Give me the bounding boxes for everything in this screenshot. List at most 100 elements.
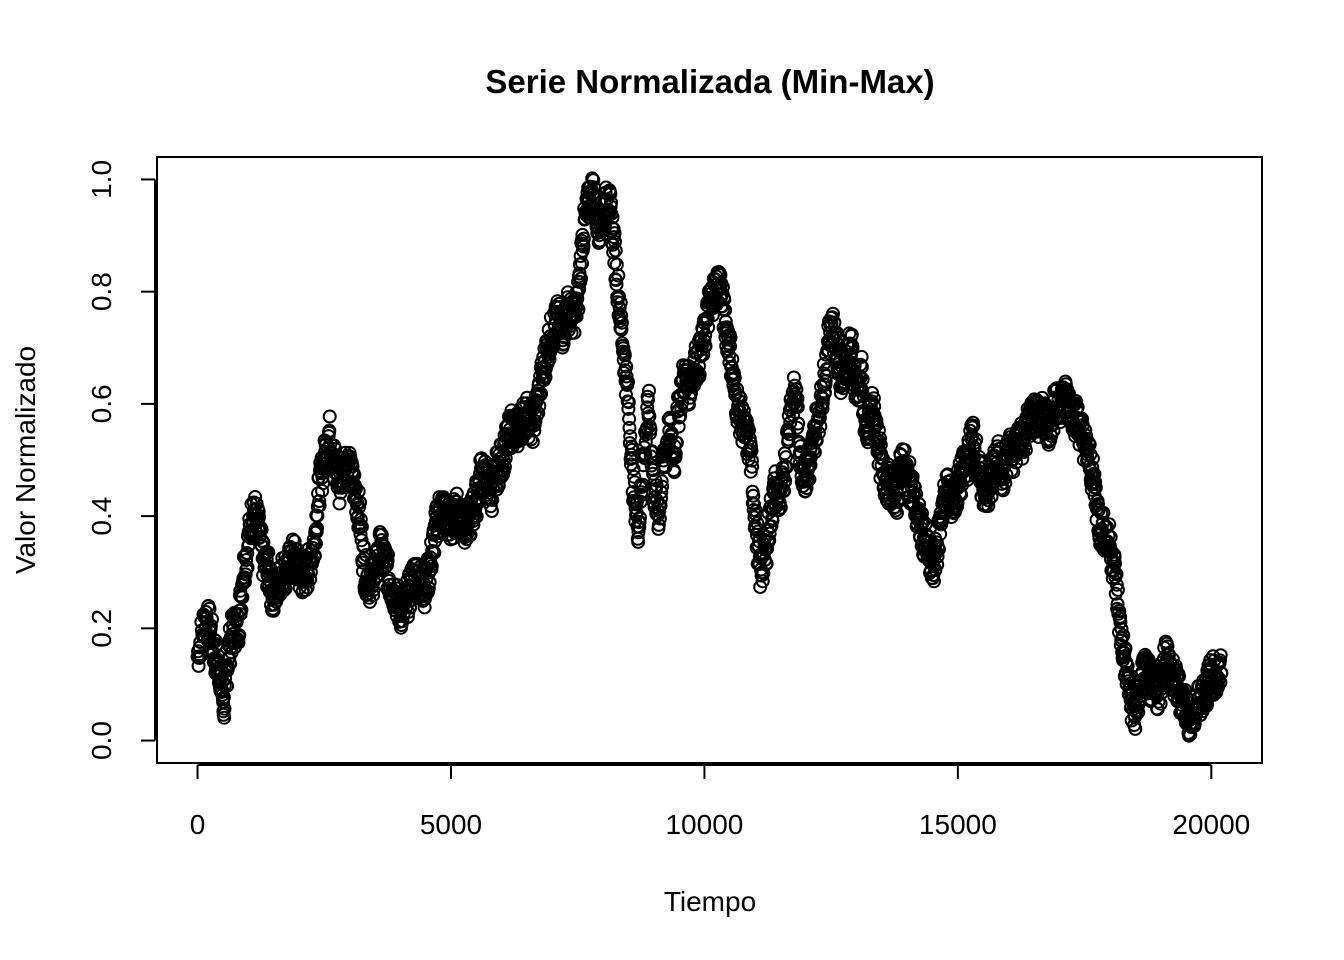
data-point xyxy=(1106,564,1121,579)
data-point xyxy=(981,499,996,513)
data-point xyxy=(574,271,588,286)
data-point xyxy=(692,367,707,382)
data-point xyxy=(614,322,629,337)
data-point xyxy=(1108,556,1122,571)
data-point xyxy=(424,559,439,574)
data-point xyxy=(634,487,649,502)
data-point xyxy=(902,455,917,470)
data-point xyxy=(696,347,711,362)
data-point xyxy=(1172,669,1187,684)
data-point xyxy=(916,514,931,529)
data-point xyxy=(303,572,318,587)
data-point xyxy=(813,419,828,434)
data-point xyxy=(697,333,712,348)
data-point xyxy=(669,435,684,450)
data-point xyxy=(1082,437,1097,452)
data-point xyxy=(345,459,360,474)
data-point xyxy=(698,339,713,354)
y-axis-label: Valor Normalizado xyxy=(10,346,41,574)
data-point xyxy=(528,414,543,429)
data-point xyxy=(191,658,206,673)
data-point xyxy=(1085,451,1100,466)
data-point xyxy=(606,245,621,260)
data-point xyxy=(802,472,817,487)
data-point xyxy=(567,325,582,340)
data-point xyxy=(497,460,512,474)
data-point xyxy=(1213,675,1228,690)
data-point xyxy=(762,526,777,541)
data-point xyxy=(830,330,845,345)
data-point xyxy=(1153,696,1168,711)
data-point xyxy=(310,508,325,523)
data-point xyxy=(773,500,788,515)
data-point xyxy=(1110,582,1125,597)
data-point xyxy=(380,553,395,568)
data-point xyxy=(381,547,395,562)
data-point xyxy=(466,517,481,532)
data-point xyxy=(469,509,484,524)
data-point xyxy=(235,590,250,605)
data-point xyxy=(907,479,922,494)
data-point xyxy=(844,327,859,342)
data-point xyxy=(746,488,761,503)
data-point xyxy=(400,609,415,624)
data-point xyxy=(718,314,733,329)
data-point xyxy=(998,476,1013,491)
data-point xyxy=(867,399,882,414)
data-point xyxy=(622,420,637,435)
data-point xyxy=(586,173,601,188)
data-point xyxy=(996,482,1011,497)
data-point xyxy=(651,517,666,532)
data-point xyxy=(316,476,331,491)
y-tick-label: 0.0 xyxy=(86,721,117,760)
data-point xyxy=(510,439,525,454)
data-point xyxy=(231,635,246,650)
data-point xyxy=(1113,615,1128,630)
data-point xyxy=(343,449,358,464)
data-point xyxy=(619,359,634,374)
data-point xyxy=(527,423,542,438)
data-point xyxy=(815,396,830,411)
data-point xyxy=(739,413,754,428)
data-point xyxy=(192,651,207,665)
data-point xyxy=(736,403,751,418)
data-point xyxy=(538,370,553,385)
data-point xyxy=(569,309,584,324)
data-point xyxy=(812,404,827,419)
x-tick-label: 5000 xyxy=(420,809,482,840)
data-point xyxy=(315,483,330,498)
data-point xyxy=(930,557,945,572)
data-point xyxy=(217,710,232,725)
data-point xyxy=(322,409,337,424)
y-tick-label: 0.6 xyxy=(86,384,117,423)
data-point xyxy=(613,313,628,328)
y-axis: 0.0 0.2 0.4 0.6 0.8 1.0 xyxy=(86,160,156,760)
data-point xyxy=(799,481,814,495)
data-point xyxy=(534,386,549,401)
data-point xyxy=(671,419,686,434)
data-point xyxy=(571,302,586,317)
data-point xyxy=(930,549,945,564)
data-point xyxy=(778,474,793,489)
data-point xyxy=(765,513,780,528)
data-point xyxy=(1046,423,1061,438)
x-tick-label: 10000 xyxy=(665,809,743,840)
data-point xyxy=(621,401,636,416)
data-point xyxy=(762,533,777,548)
y-tick-label: 0.2 xyxy=(86,609,117,648)
data-point xyxy=(723,339,738,354)
data-point xyxy=(760,541,775,556)
data-point xyxy=(950,495,965,510)
data-point xyxy=(619,369,634,384)
data-point xyxy=(1110,597,1125,612)
data-point xyxy=(1116,628,1131,643)
data-point xyxy=(733,390,748,405)
data-point xyxy=(1088,475,1103,489)
data-point xyxy=(756,566,771,581)
data-point xyxy=(909,487,924,502)
data-point xyxy=(353,512,368,527)
data-point xyxy=(1120,658,1135,673)
data-point xyxy=(854,349,869,364)
data-point xyxy=(1015,451,1030,466)
data-point xyxy=(866,391,881,406)
